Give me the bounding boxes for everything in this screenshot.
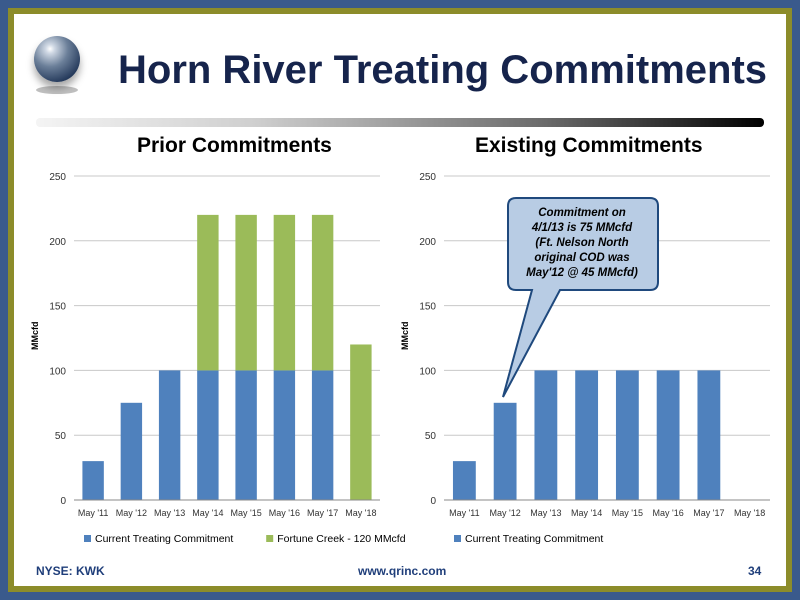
callout-line: 4/1/13 is 75 MMcfd xyxy=(531,222,633,234)
x-tick-label: May '12 xyxy=(116,508,147,518)
slide-title: Horn River Treating Commitments xyxy=(118,48,768,92)
x-tick-label: May '14 xyxy=(571,508,602,518)
y-axis-label: MMcfd xyxy=(400,322,410,351)
bar xyxy=(120,402,143,500)
y-tick-label: 200 xyxy=(419,237,436,248)
bar xyxy=(452,461,476,500)
y-tick-label: 200 xyxy=(49,237,66,248)
x-tick-label: May '15 xyxy=(612,508,643,518)
y-axis-label: MMcfd xyxy=(30,322,40,351)
y-tick-label: 50 xyxy=(425,431,437,442)
y-tick-label: 0 xyxy=(60,496,66,507)
bar xyxy=(197,214,219,371)
y-tick-label: 250 xyxy=(419,172,436,183)
x-tick-label: May '12 xyxy=(490,508,521,518)
y-tick-label: 250 xyxy=(49,172,66,183)
bar xyxy=(158,370,181,500)
prior-commitments-chart: 0 50 100 150 200 250 MMcfd May '11 May '12 May '1… xyxy=(30,172,406,545)
x-tick-label: May '11 xyxy=(78,508,109,518)
sphere-logo-icon xyxy=(34,36,80,82)
bar xyxy=(615,370,639,500)
legend-label: Current Treating Commitment xyxy=(95,533,233,545)
bar xyxy=(656,370,680,500)
bar xyxy=(197,370,219,500)
legend-swatch xyxy=(454,535,461,542)
bar xyxy=(493,402,517,500)
y-tick-label: 150 xyxy=(49,302,66,313)
bar xyxy=(350,344,372,500)
y-tick-label: 150 xyxy=(419,302,436,313)
chart-title-prior: Prior Commitments xyxy=(137,134,332,157)
bar xyxy=(534,370,558,500)
existing-commitments-chart: 0 50 100 150 200 250 MMcfd May '11 May '12 May '1… xyxy=(400,172,770,545)
x-tick-label: May '16 xyxy=(269,508,300,518)
callout-line: May'12 @ 45 MMcfd) xyxy=(526,267,638,279)
callout-line: (Ft. Nelson North xyxy=(535,237,629,249)
page-number: 34 xyxy=(748,564,762,578)
x-tick-label: May '17 xyxy=(307,508,338,518)
x-tick-label: May '16 xyxy=(653,508,684,518)
x-tick-label: May '13 xyxy=(154,508,185,518)
callout-line: original COD was xyxy=(534,252,630,264)
x-tick-label: May '14 xyxy=(192,508,223,518)
title-divider xyxy=(36,118,764,127)
y-tick-label: 100 xyxy=(419,366,436,377)
callout-text: Commitment on 4/1/13 is 75 MMcfd (Ft. Ne… xyxy=(510,206,654,281)
bar xyxy=(235,214,257,371)
bar xyxy=(575,370,599,500)
x-tick-label: May '18 xyxy=(734,508,765,518)
legend-swatch xyxy=(84,535,91,542)
callout-line: Commitment on xyxy=(538,207,626,219)
y-tick-label: 50 xyxy=(55,431,67,442)
bar xyxy=(311,214,334,371)
x-tick-label: May '17 xyxy=(693,508,724,518)
legend-label: Current Treating Commitment xyxy=(465,533,603,545)
sphere-shadow xyxy=(36,86,78,94)
footer-website[interactable]: www.qrinc.com xyxy=(358,564,447,578)
legend-label: Fortune Creek - 120 MMcfd xyxy=(277,533,406,545)
legend-swatch xyxy=(266,535,274,542)
bar xyxy=(697,370,721,500)
footer-ticker: NYSE: KWK xyxy=(36,564,105,578)
x-tick-label: May '11 xyxy=(449,508,480,518)
bar xyxy=(311,370,334,500)
bar xyxy=(273,214,296,371)
bar xyxy=(235,370,257,500)
bar xyxy=(82,461,104,500)
x-tick-label: May '15 xyxy=(231,508,262,518)
x-tick-label: May '18 xyxy=(345,508,376,518)
chart-title-existing: Existing Commitments xyxy=(475,134,703,157)
x-tick-label: May '13 xyxy=(530,508,561,518)
y-tick-label: 100 xyxy=(49,366,66,377)
bar xyxy=(273,370,296,500)
y-tick-label: 0 xyxy=(430,496,436,507)
